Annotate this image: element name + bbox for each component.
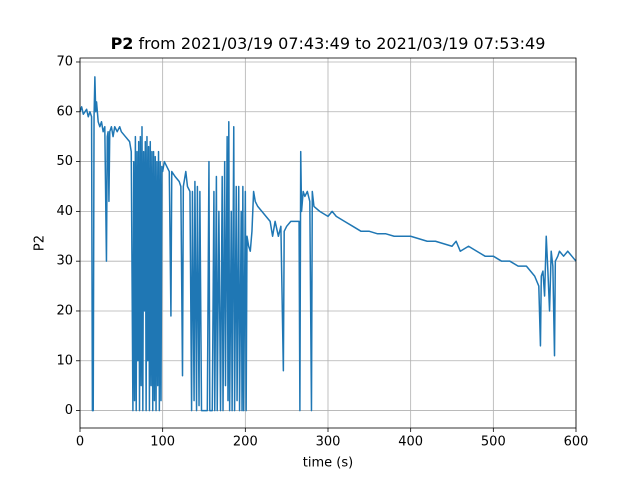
y-tick-label: 70 bbox=[56, 54, 73, 69]
data-line bbox=[79, 76, 577, 412]
x-tick-label: 200 bbox=[233, 435, 258, 450]
x-tick-label: 400 bbox=[398, 435, 423, 450]
x-tick-label: 600 bbox=[564, 435, 589, 450]
x-tick-label: 500 bbox=[481, 435, 506, 450]
title-bold: P2 bbox=[111, 34, 134, 53]
y-tick-label: 20 bbox=[56, 303, 73, 318]
y-tick-label: 40 bbox=[56, 204, 73, 219]
title-rest: from 2021/03/19 07:43:49 to 2021/03/19 0… bbox=[139, 34, 546, 53]
chart-title: P2 from 2021/03/19 07:43:49 to 2021/03/1… bbox=[111, 34, 546, 53]
y-tick-label: 50 bbox=[56, 154, 73, 169]
y-tick-label: 60 bbox=[56, 104, 73, 119]
x-tick-label: 300 bbox=[316, 435, 341, 450]
y-axis-label: P2 bbox=[33, 235, 48, 251]
y-tick-label: 0 bbox=[65, 403, 73, 418]
y-tick-label: 30 bbox=[56, 254, 73, 269]
x-axis-label: time (s) bbox=[303, 456, 353, 471]
x-tick-label: 100 bbox=[150, 435, 175, 450]
y-tick-label: 10 bbox=[56, 353, 73, 368]
x-tick-label: 0 bbox=[76, 435, 84, 450]
axes-frame bbox=[79, 57, 577, 429]
